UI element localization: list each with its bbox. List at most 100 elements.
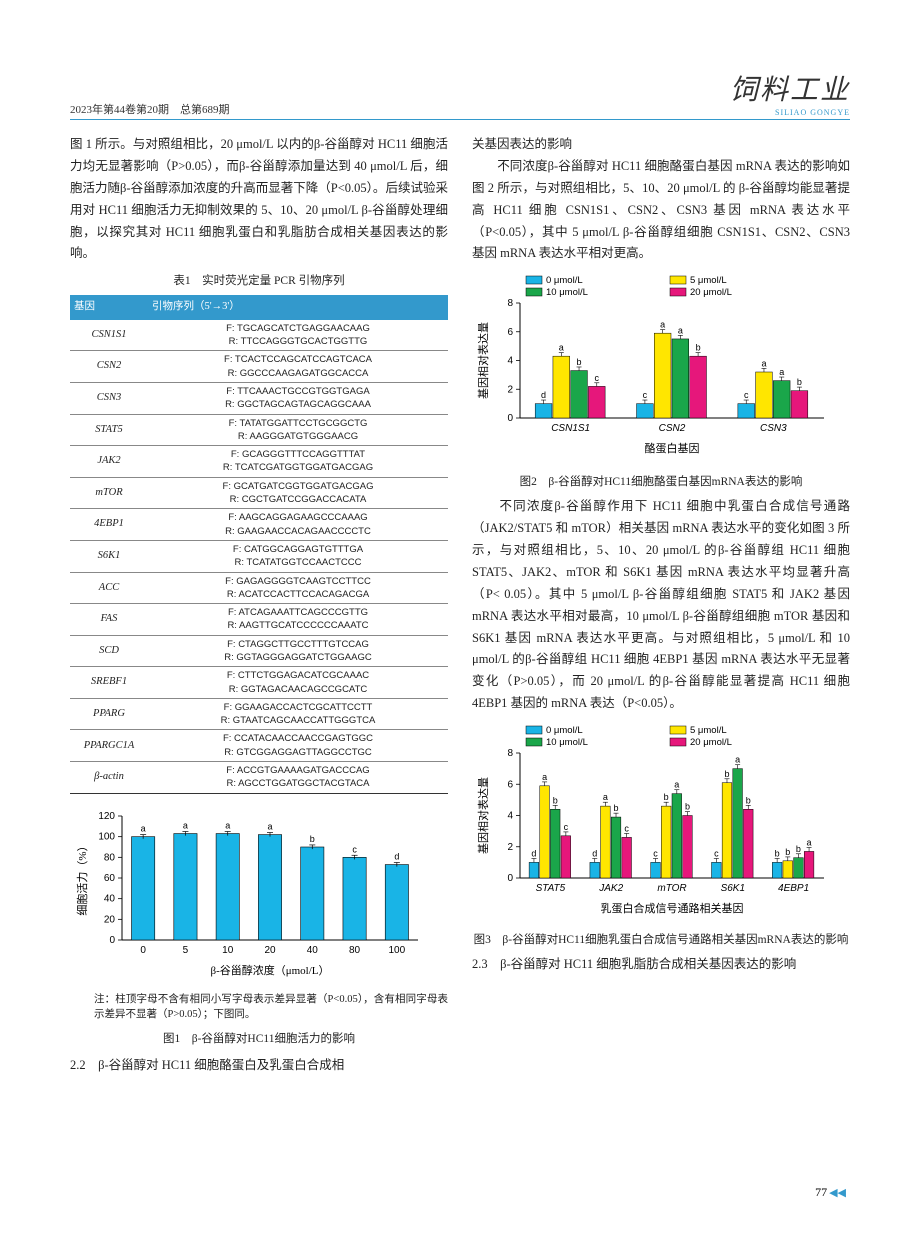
journal-logo: 饲料工业 SILIAO GONGYE [730, 68, 850, 117]
svg-text:6: 6 [507, 327, 513, 338]
svg-text:c: c [643, 390, 648, 400]
page-number: 77◀◀ [815, 1185, 846, 1200]
primer-cell: F: TGCAGCATCTGAGGAACAAGR: TTCCAGGGTGCACT… [148, 320, 448, 351]
primer-cell: F: AAGCAGGAGAAGCCCAAAGR: GAAGAACCACAGAAC… [148, 509, 448, 541]
svg-text:c: c [653, 848, 658, 858]
svg-text:c: c [624, 823, 629, 833]
svg-text:a: a [603, 792, 608, 802]
svg-text:基因相对表达量: 基因相对表达量 [476, 322, 490, 399]
th-primer: 引物序列（5'→3'） [148, 295, 448, 319]
svg-text:d: d [541, 390, 546, 400]
svg-text:60: 60 [104, 873, 116, 884]
svg-text:0: 0 [507, 873, 513, 884]
svg-text:CSN3: CSN3 [760, 423, 787, 434]
svg-text:酪蛋白基因: 酪蛋白基因 [645, 441, 700, 455]
svg-text:b: b [797, 377, 802, 387]
gene-cell: β-actin [70, 762, 148, 794]
svg-text:120: 120 [98, 811, 115, 822]
svg-text:a: a [779, 367, 784, 377]
svg-text:c: c [714, 848, 719, 858]
svg-text:CSN1S1: CSN1S1 [551, 423, 590, 434]
fig2-chart: 0 μmol/L5 μmol/L10 μmol/L20 μmol/L02468d… [472, 273, 850, 466]
svg-text:a: a [183, 820, 188, 830]
svg-text:100: 100 [98, 831, 115, 842]
svg-text:10: 10 [222, 945, 234, 956]
para-continue-head: 关基因表达的影响 [472, 134, 850, 156]
fig2-caption: 图2 β-谷甾醇对HC11细胞酪蛋白基因mRNA表达的影响 [472, 472, 850, 492]
primer-cell: F: GAGAGGGGTCAAGTCCTTCCR: ACATCCACTTCCAC… [148, 572, 448, 604]
svg-text:4: 4 [507, 811, 513, 822]
svg-text:b: b [553, 795, 558, 805]
gene-cell: JAK2 [70, 446, 148, 478]
svg-text:c: c [352, 844, 357, 854]
fig1-note: 注：柱顶字母不含有相同小写字母表示差异显著（P<0.05），含有相同字母表示差异… [94, 992, 448, 1024]
svg-text:5 μmol/L: 5 μmol/L [690, 725, 727, 736]
gene-cell: PPARGC1A [70, 730, 148, 762]
svg-text:mTOR: mTOR [657, 883, 686, 894]
svg-text:a: a [660, 320, 665, 330]
para-fig3-desc: 不同浓度β-谷甾醇作用下 HC11 细胞中乳蛋白合成信号通路（JAK2/STAT… [472, 496, 850, 715]
svg-text:a: a [559, 343, 564, 353]
svg-text:a: a [807, 838, 812, 848]
svg-text:JAK2: JAK2 [598, 883, 623, 894]
svg-text:40: 40 [307, 945, 319, 956]
page-arrow-icon: ◀◀ [829, 1187, 846, 1199]
svg-text:细胞活力（%）: 细胞活力（%） [76, 840, 89, 915]
gene-cell: mTOR [70, 477, 148, 509]
svg-text:b: b [696, 343, 701, 353]
gene-cell: CSN2 [70, 351, 148, 383]
primer-cell: F: ATCAGAAATTCAGCCCGTTGR: AAGTTGCATCCCCC… [148, 604, 448, 636]
svg-text:c: c [564, 822, 569, 832]
svg-text:6: 6 [507, 779, 513, 790]
svg-text:b: b [724, 769, 729, 779]
gene-cell: STAT5 [70, 414, 148, 446]
gene-cell: ACC [70, 572, 148, 604]
svg-text:b: b [785, 847, 790, 857]
svg-text:b: b [796, 844, 801, 854]
svg-text:4EBP1: 4EBP1 [778, 883, 809, 894]
page-header: 2023年第44卷第20期 总第689期 饲料工业 SILIAO GONGYE [70, 68, 850, 120]
primer-cell: F: ACCGTGAAAAGATGACCCAGR: AGCCTGGATGGCTA… [148, 762, 448, 794]
svg-text:b: b [746, 795, 751, 805]
svg-text:0: 0 [507, 413, 513, 424]
svg-text:STAT5: STAT5 [536, 883, 566, 894]
gene-cell: S6K1 [70, 540, 148, 572]
svg-text:4: 4 [507, 356, 513, 367]
primer-cell: F: TCACTCCAGCATCCAGTCACAR: GGCCCAAGAGATG… [148, 351, 448, 383]
th-gene: 基因 [70, 295, 148, 319]
gene-cell: FAS [70, 604, 148, 636]
gene-cell: SREBF1 [70, 667, 148, 699]
svg-text:a: a [735, 755, 740, 765]
fig3-chart: 0 μmol/L5 μmol/L10 μmol/L20 μmol/L02468d… [472, 723, 850, 926]
fig1-chart: 020406080100120a0a5a10a20b40c80d100细胞活力（… [70, 802, 448, 990]
svg-text:c: c [744, 390, 749, 400]
primer-cell: F: CCATACAACCAACCGAGTGGCR: GTCGGAGGAGTTA… [148, 730, 448, 762]
svg-text:d: d [592, 848, 597, 858]
svg-text:a: a [267, 821, 272, 831]
svg-text:CSN2: CSN2 [659, 423, 686, 434]
svg-text:基因相对表达量: 基因相对表达量 [476, 777, 490, 854]
svg-text:8: 8 [507, 298, 513, 309]
svg-text:d: d [531, 848, 536, 858]
svg-text:a: a [141, 823, 146, 833]
svg-text:0: 0 [109, 935, 115, 946]
gene-cell: 4EBP1 [70, 509, 148, 541]
svg-text:0 μmol/L: 0 μmol/L [546, 725, 583, 736]
svg-text:b: b [664, 792, 669, 802]
para-fig2-desc: 不同浓度β-谷甾醇对 HC11 细胞酪蛋白基因 mRNA 表达的影响如图 2 所… [472, 156, 850, 265]
svg-text:a: a [674, 780, 679, 790]
gene-cell: CSN1S1 [70, 320, 148, 351]
gene-cell: CSN3 [70, 382, 148, 414]
primer-cell: F: GCAGGGTTTCCAGGTTTATR: TCATCGATGGTGGAT… [148, 446, 448, 478]
svg-text:b: b [685, 802, 690, 812]
gene-cell: SCD [70, 635, 148, 667]
svg-text:0: 0 [140, 945, 146, 956]
svg-text:10 μmol/L: 10 μmol/L [546, 287, 588, 298]
svg-text:8: 8 [507, 748, 513, 759]
sec-2-2: 2.2 β-谷甾醇对 HC11 细胞酪蛋白及乳蛋白合成相 [70, 1055, 448, 1077]
primer-cell: F: CATGGCAGGAGTGTTTGAR: TCATATGGTCCAACTC… [148, 540, 448, 572]
svg-text:20: 20 [104, 914, 116, 925]
svg-text:β-谷甾醇浓度（μmol/L）: β-谷甾醇浓度（μmol/L） [210, 963, 329, 977]
primer-cell: F: GCATGATCGGTGGATGACGAGR: CGCTGATCCGGAC… [148, 477, 448, 509]
primer-cell: F: TATATGGATTCCTGCGGCTGR: AAGGGATGTGGGAA… [148, 414, 448, 446]
